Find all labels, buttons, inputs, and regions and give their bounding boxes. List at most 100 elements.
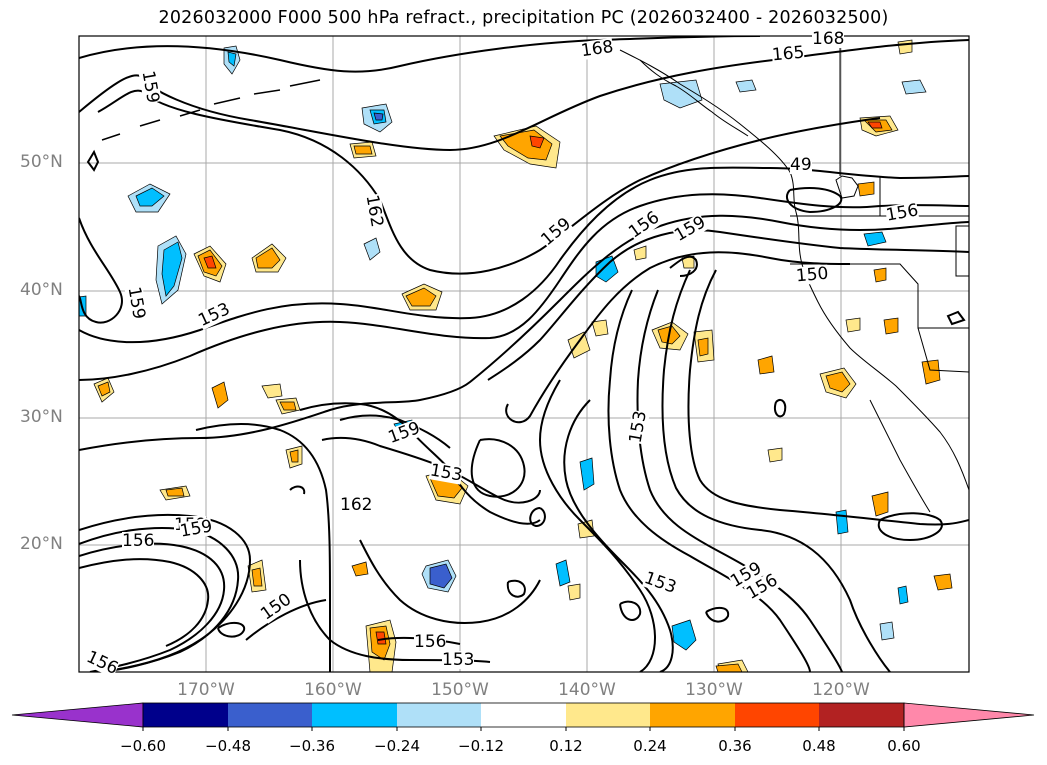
colorbar-bin xyxy=(650,703,735,727)
contour-line xyxy=(538,379,656,672)
precip-cell-orange xyxy=(871,491,889,517)
contour-line xyxy=(79,217,123,324)
precip-cell-blue xyxy=(135,187,165,207)
colorbar-tick-label: −0.48 xyxy=(205,737,251,755)
colorbar-tick-label: 0.60 xyxy=(887,737,921,755)
precip-cell-orange xyxy=(825,371,851,393)
colorbar-tick-label: 0.36 xyxy=(718,737,752,755)
contour-line xyxy=(619,600,642,621)
contour-line xyxy=(299,402,541,525)
contour-line xyxy=(195,422,332,672)
contour-line xyxy=(339,414,451,449)
contour-line xyxy=(669,255,698,277)
lat-label: 30°N xyxy=(20,407,63,427)
colorbar-tick-label: 0.48 xyxy=(802,737,836,755)
contour-label: 159 xyxy=(123,285,149,321)
colorbar-bin xyxy=(143,703,228,727)
precip-cell-blue xyxy=(659,79,703,109)
contour-line xyxy=(79,214,969,451)
colorbar-extend-low xyxy=(11,702,144,728)
precip-cell-orange xyxy=(251,567,263,587)
contour-line xyxy=(661,269,891,672)
contour-line xyxy=(79,193,969,381)
contour-line xyxy=(245,599,327,641)
precip-cell-blue xyxy=(901,79,927,95)
contour-line xyxy=(607,289,811,672)
precip-cell-orange xyxy=(261,383,283,399)
precip-cell-blue xyxy=(595,255,619,283)
contour-line xyxy=(877,512,943,542)
lon-label: 130°W xyxy=(685,680,743,700)
contour-line xyxy=(359,539,541,624)
precip-cell-orange xyxy=(405,287,437,307)
precip-cell-blue xyxy=(835,509,849,535)
lon-label: 150°W xyxy=(431,680,489,700)
precip-cell-blue xyxy=(897,585,909,605)
precip-cell-orange xyxy=(591,319,609,337)
precip-cell-blue xyxy=(429,563,453,589)
contour-line xyxy=(785,187,843,214)
contour-label: 159 xyxy=(137,69,163,105)
contour-line xyxy=(506,579,526,598)
map-frame xyxy=(78,35,970,673)
precip-cell-orange xyxy=(529,135,545,149)
contour-line xyxy=(79,527,240,672)
contour-label: 49 xyxy=(790,155,812,175)
colorbar-tick-label: −0.36 xyxy=(289,737,335,755)
precip-cell-orange xyxy=(255,247,281,269)
lon-label: 140°W xyxy=(558,680,616,700)
precip-cell-orange xyxy=(715,663,743,672)
lon-label: 120°W xyxy=(812,680,870,700)
precip-cell-orange xyxy=(757,355,775,375)
precip-cell-blue xyxy=(161,241,183,297)
precip-cell-orange xyxy=(351,561,369,577)
precip-cell-blue xyxy=(879,621,895,641)
colorbar-frame xyxy=(142,702,905,728)
colorbar-bin xyxy=(397,703,481,727)
coastline xyxy=(639,59,749,137)
colorbar-tick-label: 0.24 xyxy=(633,737,667,755)
state-border xyxy=(790,263,969,329)
precip-cell-orange xyxy=(633,245,647,261)
aleutian-islands xyxy=(101,79,321,141)
contour-line xyxy=(774,398,787,418)
precip-cell-orange xyxy=(897,39,913,55)
contour-label: 168 xyxy=(579,36,615,62)
precip-cell-orange xyxy=(921,359,941,385)
colorbar-bin xyxy=(312,703,397,727)
colorbar-ticks xyxy=(142,727,905,731)
gridlines xyxy=(79,36,969,672)
colorbar-tick-label: 0.12 xyxy=(549,737,583,755)
precip-cell-blue xyxy=(579,457,595,491)
contour-line xyxy=(705,606,730,623)
contour-line xyxy=(79,558,210,647)
precipitation-cells xyxy=(79,39,953,672)
contour-line xyxy=(505,251,851,424)
lat-label: 40°N xyxy=(20,280,63,300)
precip-cell-blue xyxy=(863,231,887,247)
lat-label: 50°N xyxy=(20,152,63,172)
contour-label: 150 xyxy=(795,263,830,287)
precip-cell-blue xyxy=(735,79,757,93)
lat-label: 20°N xyxy=(20,534,63,554)
precip-cell-orange xyxy=(165,487,185,497)
precip-cell-orange xyxy=(867,121,883,129)
precip-cell-orange xyxy=(211,381,229,409)
colorbar xyxy=(11,702,1035,731)
precip-cell-orange xyxy=(697,337,709,357)
contour-line xyxy=(470,438,526,498)
coastline xyxy=(869,399,931,513)
precip-cell-blue xyxy=(227,51,237,67)
colorbar-tick-label: −0.60 xyxy=(120,737,166,755)
state-border xyxy=(955,225,969,277)
contour-label: 156 xyxy=(414,632,447,652)
lon-label: 160°W xyxy=(304,680,362,700)
precip-cell-orange xyxy=(567,583,581,601)
map-area xyxy=(79,36,969,672)
colorbar-bin xyxy=(228,703,312,727)
precip-cell-orange xyxy=(873,267,887,283)
precip-cell-blue xyxy=(555,559,571,587)
state-border xyxy=(879,176,969,217)
coastline xyxy=(619,49,969,491)
